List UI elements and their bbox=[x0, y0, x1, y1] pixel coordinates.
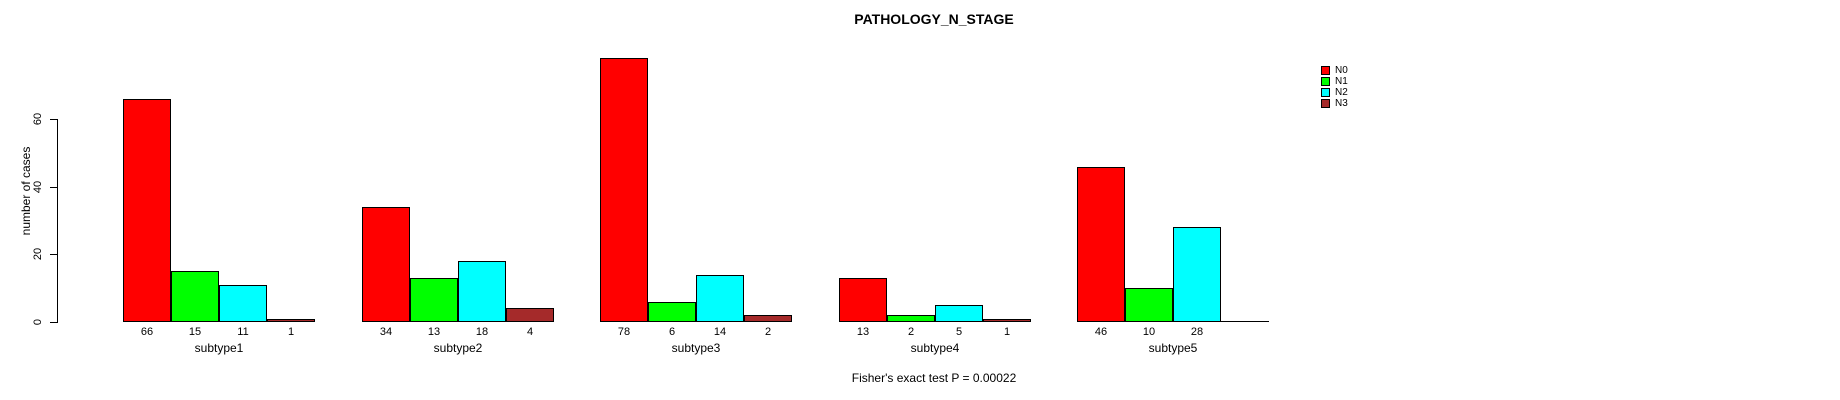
bar-value-label: 15 bbox=[188, 326, 202, 338]
category-label-subtype1: subtype1 bbox=[194, 341, 244, 355]
legend-label: N0 bbox=[1335, 65, 1348, 76]
bar-n0-subtype1 bbox=[123, 99, 171, 322]
bar-value-label: 4 bbox=[526, 326, 534, 338]
fisher-test-annotation: Fisher's exact test P = 0.00022 bbox=[851, 371, 1017, 385]
y-tick-label: 40 bbox=[32, 180, 44, 194]
y-tick-label: 20 bbox=[32, 247, 44, 261]
y-tick bbox=[50, 322, 57, 323]
bar-n2-subtype1 bbox=[219, 285, 267, 322]
category-label-subtype4: subtype4 bbox=[910, 341, 960, 355]
bar-n1-subtype3 bbox=[648, 302, 696, 322]
bar-value-label: 46 bbox=[1094, 326, 1108, 338]
bar-n1-subtype1 bbox=[171, 271, 219, 322]
bar-value-label: 18 bbox=[475, 326, 489, 338]
legend-label: N2 bbox=[1335, 87, 1348, 98]
legend-item-n0: N0 bbox=[1321, 65, 1348, 76]
bar-n0-subtype2 bbox=[362, 207, 410, 322]
bar-n2-subtype4 bbox=[935, 305, 983, 322]
bar-n3-subtype5 bbox=[1221, 321, 1269, 322]
bar-n0-subtype4 bbox=[839, 278, 887, 322]
bar-n0-subtype3 bbox=[600, 58, 648, 322]
legend-item-n3: N3 bbox=[1321, 98, 1348, 109]
bar-value-label: 11 bbox=[237, 326, 249, 338]
bar-n1-subtype2 bbox=[410, 278, 458, 322]
bar-value-label: 1 bbox=[287, 326, 295, 338]
legend-label: N1 bbox=[1335, 76, 1348, 87]
legend-swatch-n3 bbox=[1321, 99, 1330, 108]
category-label-subtype3: subtype3 bbox=[671, 341, 721, 355]
bar-n1-subtype5 bbox=[1125, 288, 1173, 322]
bar-n0-subtype5 bbox=[1077, 167, 1125, 322]
y-tick bbox=[50, 254, 57, 255]
y-tick bbox=[50, 187, 57, 188]
legend-swatch-n2 bbox=[1321, 88, 1330, 97]
bar-value-label: 14 bbox=[713, 326, 727, 338]
bar-n3-subtype2 bbox=[506, 308, 554, 322]
y-tick-label: 60 bbox=[32, 112, 44, 126]
bar-value-label: 66 bbox=[140, 326, 154, 338]
bar-value-label: 28 bbox=[1190, 326, 1204, 338]
legend-item-n2: N2 bbox=[1321, 87, 1348, 98]
bar-n2-subtype5 bbox=[1173, 227, 1221, 322]
bar-value-label: 13 bbox=[427, 326, 441, 338]
bar-value-label: 2 bbox=[907, 326, 915, 338]
bar-n1-subtype4 bbox=[887, 315, 935, 322]
legend: N0 N1 N2 N3 bbox=[1321, 65, 1348, 109]
y-tick bbox=[50, 119, 57, 120]
y-axis-title: number of cases bbox=[19, 146, 33, 236]
y-axis-line bbox=[57, 119, 58, 323]
y-tick-label: 0 bbox=[32, 318, 44, 326]
category-label-subtype2: subtype2 bbox=[433, 341, 483, 355]
bar-n3-subtype4 bbox=[983, 319, 1031, 322]
bar-value-label: 13 bbox=[856, 326, 870, 338]
category-label-subtype5: subtype5 bbox=[1148, 341, 1198, 355]
bar-value-label: 5 bbox=[955, 326, 963, 338]
bar-n2-subtype3 bbox=[696, 275, 744, 322]
legend-item-n1: N1 bbox=[1321, 76, 1348, 87]
bar-value-label: 10 bbox=[1142, 326, 1156, 338]
bar-n3-subtype1 bbox=[267, 319, 315, 322]
bar-value-label: 78 bbox=[617, 326, 631, 338]
legend-label: N3 bbox=[1335, 98, 1348, 109]
bar-value-label: 34 bbox=[379, 326, 393, 338]
legend-swatch-n1 bbox=[1321, 77, 1330, 86]
legend-swatch-n0 bbox=[1321, 66, 1330, 75]
bar-n2-subtype2 bbox=[458, 261, 506, 322]
bar-value-label: 1 bbox=[1003, 326, 1011, 338]
chart-title: PATHOLOGY_N_STAGE bbox=[854, 11, 1014, 27]
bar-n3-subtype3 bbox=[744, 315, 792, 322]
bar-value-label: 2 bbox=[764, 326, 772, 338]
bar-value-label: 6 bbox=[668, 326, 676, 338]
